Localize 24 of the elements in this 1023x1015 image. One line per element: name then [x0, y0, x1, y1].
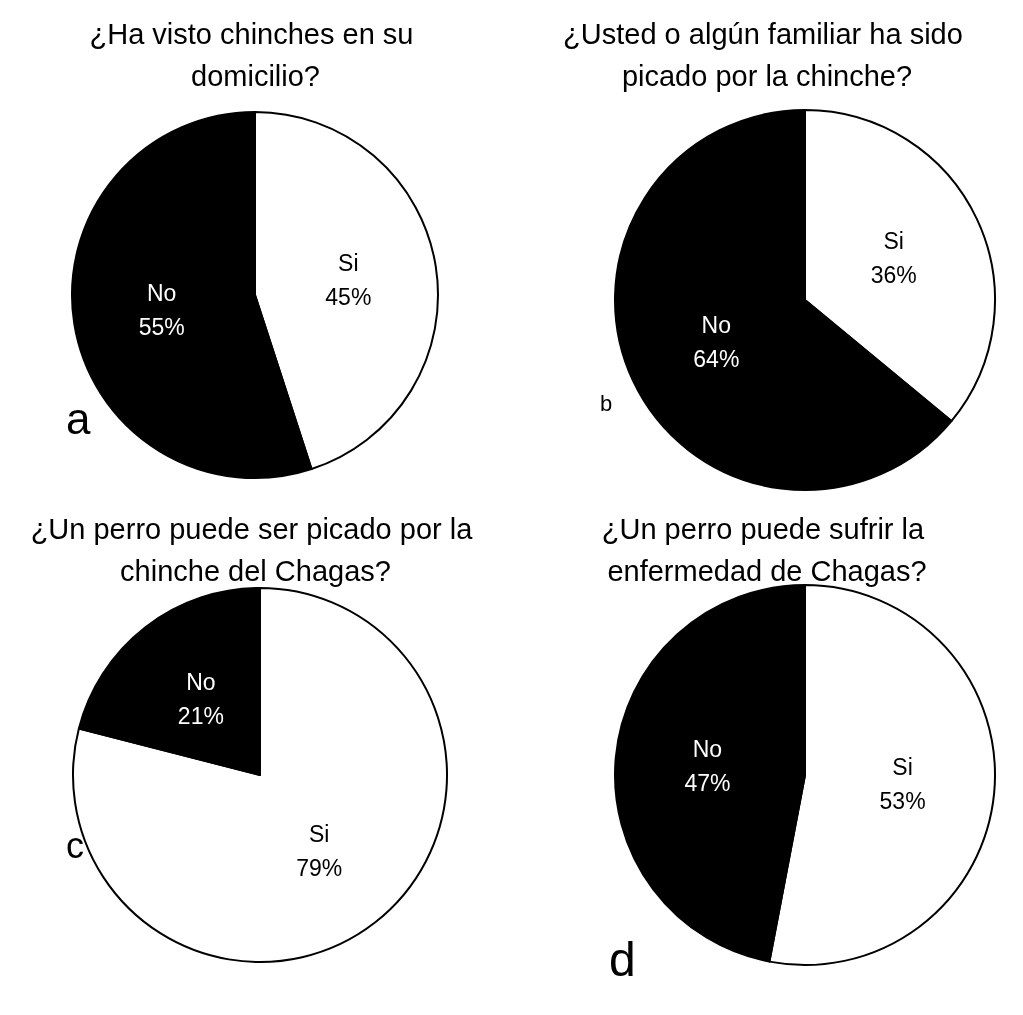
data-label: 64%	[693, 345, 740, 372]
slice-label: Si	[338, 250, 359, 277]
data-label: 47%	[684, 769, 731, 796]
data-label: 79%	[296, 855, 343, 882]
slice-label: Si	[892, 754, 913, 781]
data-label: 55%	[138, 313, 185, 340]
slice-label: No	[692, 735, 723, 762]
chart-title: ¿Un perro puede sufrir la enfermedad de Chagas?	[601, 513, 933, 587]
slice-label: No	[701, 311, 732, 338]
slice-label: Si	[308, 821, 330, 848]
text: c	[66, 824, 84, 866]
data-label: 21%	[177, 702, 224, 729]
chart-title: ¿Un perro puede ser picado por la chinche del Chagas?	[30, 513, 481, 587]
data-label: 36%	[870, 262, 917, 289]
slice-label: No	[146, 279, 177, 306]
data-label: 53%	[879, 788, 926, 815]
slice-label: No	[186, 668, 216, 695]
text: a	[66, 393, 91, 443]
text: d	[609, 932, 636, 986]
chart-title: ¿Usted o algún familiar ha sido picado por la chinche?	[563, 18, 971, 92]
slice-label: Si	[883, 228, 904, 255]
data-label: 45%	[325, 284, 372, 311]
text: b	[600, 390, 613, 416]
chart-title: ¿Ha visto chinches en su domicilio?	[89, 18, 422, 92]
